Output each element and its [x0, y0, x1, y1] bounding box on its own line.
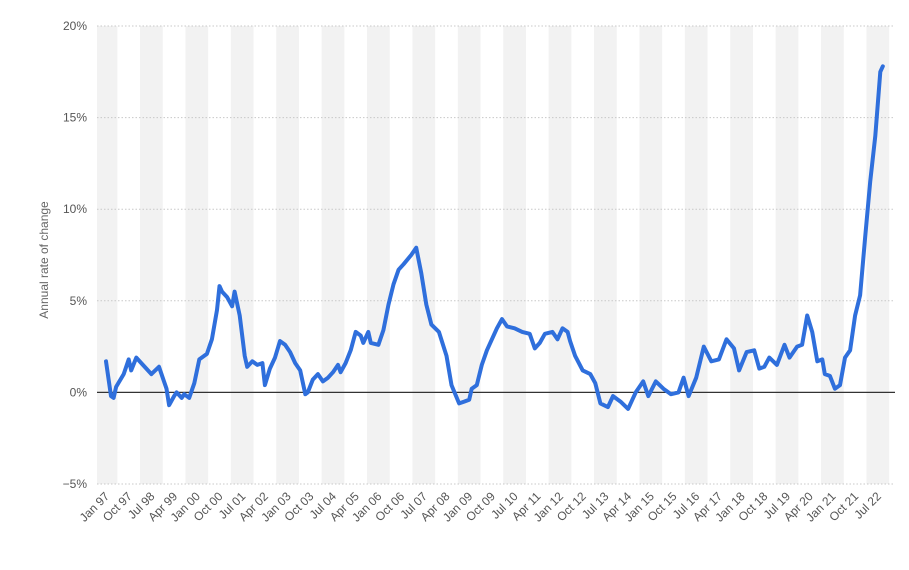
column-band [140, 26, 163, 484]
column-band [684, 26, 708, 484]
column-band [321, 26, 345, 484]
column-band [821, 26, 844, 484]
column-band [457, 26, 481, 484]
column-band [866, 26, 890, 484]
column-band [412, 26, 436, 484]
y-tick-label: 10% [63, 202, 87, 216]
y-tick-label: 20% [63, 19, 87, 33]
column-band [730, 26, 753, 484]
gridlines [97, 25, 895, 485]
column-band [594, 26, 617, 484]
column-band [639, 26, 663, 484]
y-tick-label: 5% [70, 294, 88, 308]
column-band [230, 26, 254, 484]
column-band [548, 26, 572, 484]
column-band [185, 26, 209, 484]
series-line [104, 64, 885, 411]
y-axis-title: Annual rate of change [37, 201, 51, 319]
y-tick-label: 15% [63, 111, 87, 125]
column-band [276, 26, 299, 484]
column-band [97, 26, 118, 484]
x-tick-label: Jul 22 [851, 489, 884, 522]
column-band [503, 26, 526, 484]
column-band [775, 26, 799, 484]
y-axis-tick-labels: 20% 15% 10% 5% 0% −5% [63, 19, 88, 491]
y-tick-label: −5% [63, 477, 88, 491]
alternating-column-bands [97, 26, 890, 484]
column-band [367, 26, 390, 484]
y-tick-label: 0% [70, 385, 88, 399]
